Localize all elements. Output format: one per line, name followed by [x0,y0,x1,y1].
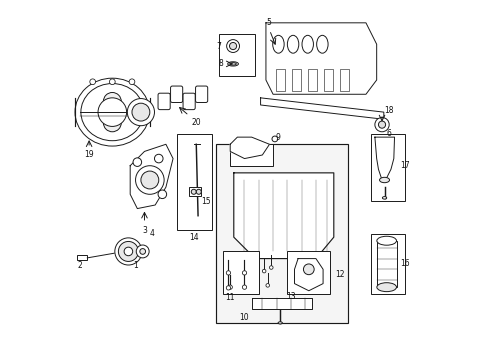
Ellipse shape [227,62,238,66]
Text: 19: 19 [84,150,94,159]
Text: 2: 2 [78,261,82,270]
Circle shape [132,103,149,121]
Circle shape [226,40,239,53]
Circle shape [158,190,166,199]
Bar [275,69,285,91]
Circle shape [229,42,236,50]
Circle shape [378,121,385,128]
Circle shape [191,189,196,194]
Text: 11: 11 [225,293,234,302]
Text: 14: 14 [189,233,199,242]
Text: 18: 18 [384,106,393,115]
Bar [219,33,255,76]
Ellipse shape [287,35,298,53]
Circle shape [242,271,246,275]
Circle shape [103,114,121,132]
Bar [377,241,396,287]
Circle shape [242,285,246,289]
Polygon shape [374,137,394,180]
Circle shape [136,245,149,258]
Circle shape [262,269,265,273]
Bar [223,251,258,294]
Circle shape [129,79,135,85]
Text: 10: 10 [239,313,249,322]
Polygon shape [294,258,323,291]
Polygon shape [260,98,383,119]
Bar [230,144,272,166]
Text: 5: 5 [265,18,270,27]
Ellipse shape [81,84,143,141]
Bar [291,69,300,91]
Ellipse shape [376,236,396,245]
Circle shape [374,117,388,132]
Text: 9: 9 [275,132,280,141]
Circle shape [141,171,159,189]
Polygon shape [130,144,173,208]
Text: 15: 15 [201,197,211,206]
Text: 1: 1 [133,261,138,270]
Polygon shape [251,298,312,309]
Circle shape [133,158,142,166]
Text: 16: 16 [399,260,408,269]
Text: 4: 4 [149,229,154,238]
Bar [176,134,212,230]
Circle shape [265,284,269,287]
FancyBboxPatch shape [195,86,207,103]
Circle shape [227,285,232,289]
Circle shape [135,166,164,194]
Circle shape [98,98,126,126]
Bar [323,69,332,91]
Bar [287,251,329,294]
Text: 6: 6 [386,129,391,138]
Circle shape [124,247,132,256]
Circle shape [269,266,272,269]
Ellipse shape [75,78,149,146]
Circle shape [154,154,163,163]
Bar [370,134,405,202]
Text: 17: 17 [399,161,408,170]
Circle shape [196,189,201,194]
Bar [77,255,87,260]
FancyBboxPatch shape [183,93,195,110]
Text: 20: 20 [191,118,201,127]
Bar [339,69,348,91]
Polygon shape [233,173,333,258]
Circle shape [226,286,230,290]
Text: 3: 3 [142,225,146,234]
Circle shape [303,264,313,275]
Circle shape [140,249,145,254]
Circle shape [109,79,115,85]
Bar [370,234,405,294]
Circle shape [115,238,142,265]
Circle shape [271,136,277,142]
Bar [307,69,316,91]
Ellipse shape [302,35,313,53]
Text: 7: 7 [216,41,221,50]
Circle shape [127,99,154,126]
Circle shape [118,242,138,261]
Polygon shape [230,137,269,158]
Text: 8: 8 [218,59,223,68]
FancyBboxPatch shape [170,86,183,103]
Ellipse shape [376,283,396,292]
Bar [216,144,347,323]
Ellipse shape [278,322,282,324]
Bar [189,187,200,196]
Ellipse shape [272,35,284,53]
Circle shape [90,79,95,85]
FancyBboxPatch shape [158,93,170,110]
Circle shape [103,93,121,111]
Text: 13: 13 [285,292,295,301]
Ellipse shape [379,177,389,183]
Ellipse shape [382,197,386,199]
Polygon shape [265,23,376,94]
Circle shape [226,271,230,275]
Ellipse shape [316,35,327,53]
Text: 12: 12 [335,270,345,279]
Ellipse shape [229,63,236,65]
